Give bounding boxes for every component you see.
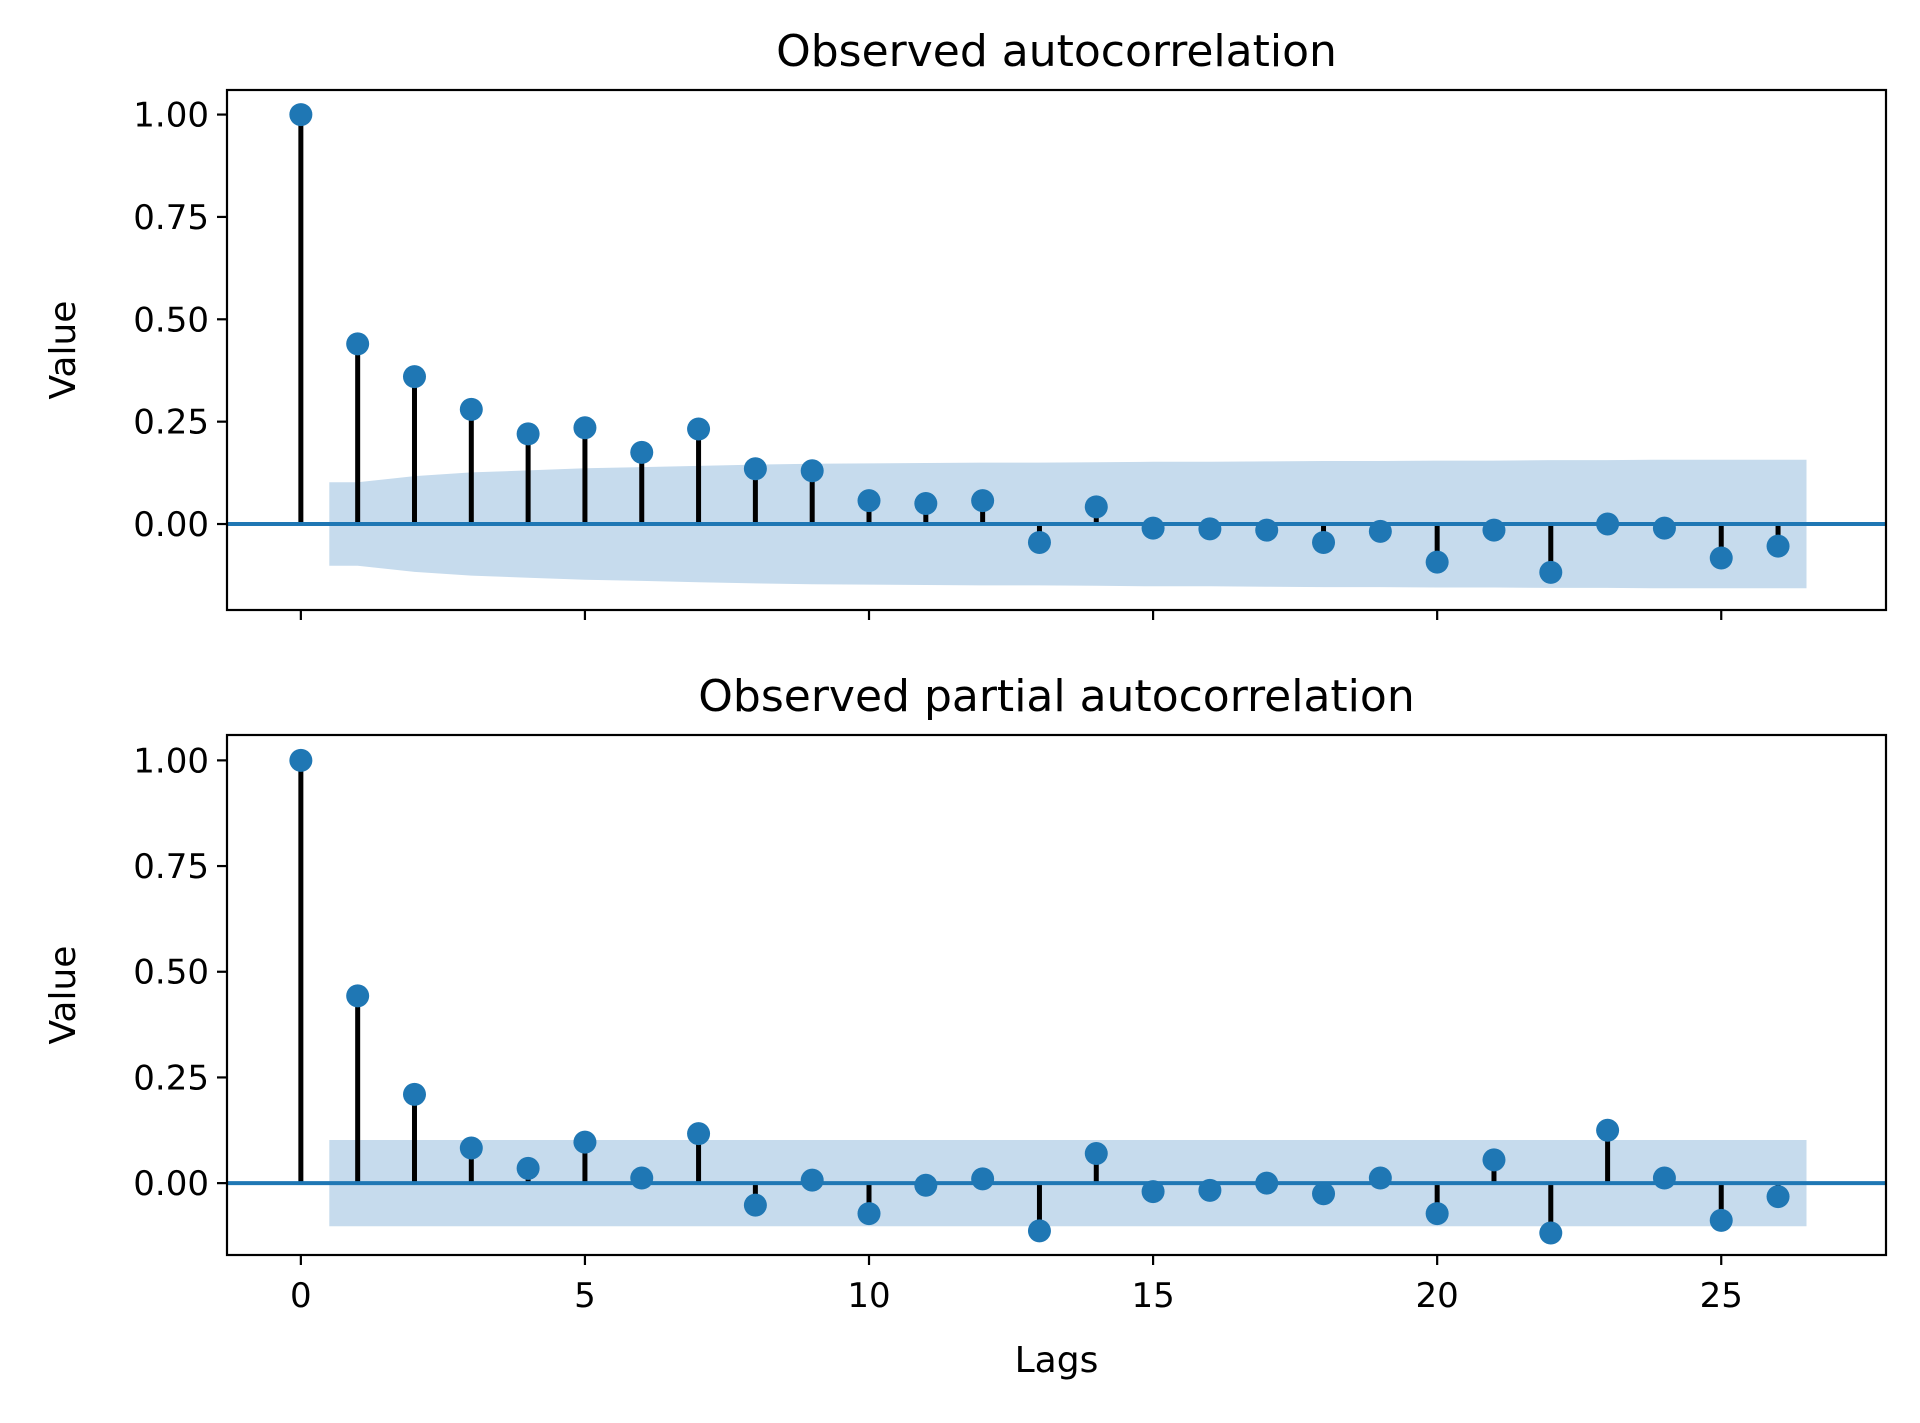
acf-point [1368,519,1392,543]
acf-point [857,489,881,513]
acf-point [1766,534,1790,558]
acf-point [1198,517,1222,541]
pacf-point [687,1122,711,1146]
acf-point [402,365,426,389]
pacf-panel: 0.00 0.25 0.50 0.75 1.00 0 5 10 15 20 25 Observed p… [43,671,1888,1381]
pacf-point [402,1082,426,1106]
pacf-point [971,1167,995,1191]
acf-point [459,397,483,421]
pacf-xtick-label: 10 [847,1276,890,1316]
acf-ytick-label: 0.00 [133,505,209,545]
pacf-point [1766,1185,1790,1209]
pacf-point [573,1130,597,1154]
acf-point [630,440,654,464]
acf-point [971,489,995,513]
pacf-point [1652,1166,1676,1190]
acf-point [1652,516,1676,540]
pacf-title: Observed partial autocorrelation [698,671,1414,722]
pacf-point [1198,1178,1222,1202]
pacf-point [1141,1180,1165,1204]
acf-point [516,422,540,446]
acf-point [1596,512,1620,536]
pacf-point [1539,1221,1563,1245]
pacf-axes-frame [225,733,1888,1257]
acf-point [914,492,938,516]
pacf-xtick-label: 15 [1131,1276,1174,1316]
pacf-point [1027,1219,1051,1243]
acf-panel: 0.00 0.25 0.50 0.75 1.00 Observed autocorrela… [43,26,1888,620]
pacf-point [1312,1182,1336,1206]
pacf-ytick-label: 0.75 [133,847,209,887]
pacf-ytick-label: 1.00 [133,741,209,781]
acf-point [1027,530,1051,554]
pacf-point [743,1193,767,1217]
acf-point [800,459,824,483]
pacf-point [346,984,370,1008]
pacf-point [1368,1166,1392,1190]
acf-title: Observed autocorrelation [776,26,1337,77]
acf-point [1141,516,1165,540]
acf-ytick-label: 0.75 [133,198,209,238]
pacf-point [630,1166,654,1190]
acf-point [1255,518,1279,542]
acf-point [573,416,597,440]
pacf-ytick-label: 0.50 [133,953,209,993]
pacf-xlabel: Lags [1015,1340,1099,1381]
pacf-point [1596,1118,1620,1142]
pacf-point [857,1202,881,1226]
acf-point [743,457,767,481]
acf-ytick-label: 0.25 [133,403,209,443]
acf-point [1709,546,1733,570]
pacf-point [1084,1142,1108,1166]
acf-point [1425,550,1449,574]
pacf-ytick-label: 0.25 [133,1058,209,1098]
pacf-ytick-label: 0.00 [133,1164,209,1204]
acf-ytick-label: 0.50 [133,300,209,340]
acf-point [1482,518,1506,542]
pacf-xtick-label: 20 [1416,1276,1459,1316]
acf-axes-frame [225,88,1888,612]
pacf-point [1709,1208,1733,1232]
acf-point [1084,495,1108,519]
acf-point [1539,560,1563,584]
pacf-point [1425,1202,1449,1226]
pacf-point [1255,1171,1279,1195]
pacf-point [459,1136,483,1160]
pacf-point [800,1168,824,1192]
pacf-point [1482,1148,1506,1172]
acf-point [687,417,711,441]
acf-ylabel: Value [43,301,84,400]
pacf-point [914,1173,938,1197]
acf-point [1312,530,1336,554]
pacf-xtick-label: 0 [290,1276,312,1316]
pacf-ylabel: Value [43,946,84,1045]
pacf-point [289,748,313,772]
acf-point [289,103,313,127]
pacf-xtick-label: 25 [1700,1276,1743,1316]
acf-ytick-label: 1.00 [133,96,209,136]
pacf-point [516,1156,540,1180]
acf-point [346,332,370,356]
pacf-xtick-label: 5 [574,1276,596,1316]
